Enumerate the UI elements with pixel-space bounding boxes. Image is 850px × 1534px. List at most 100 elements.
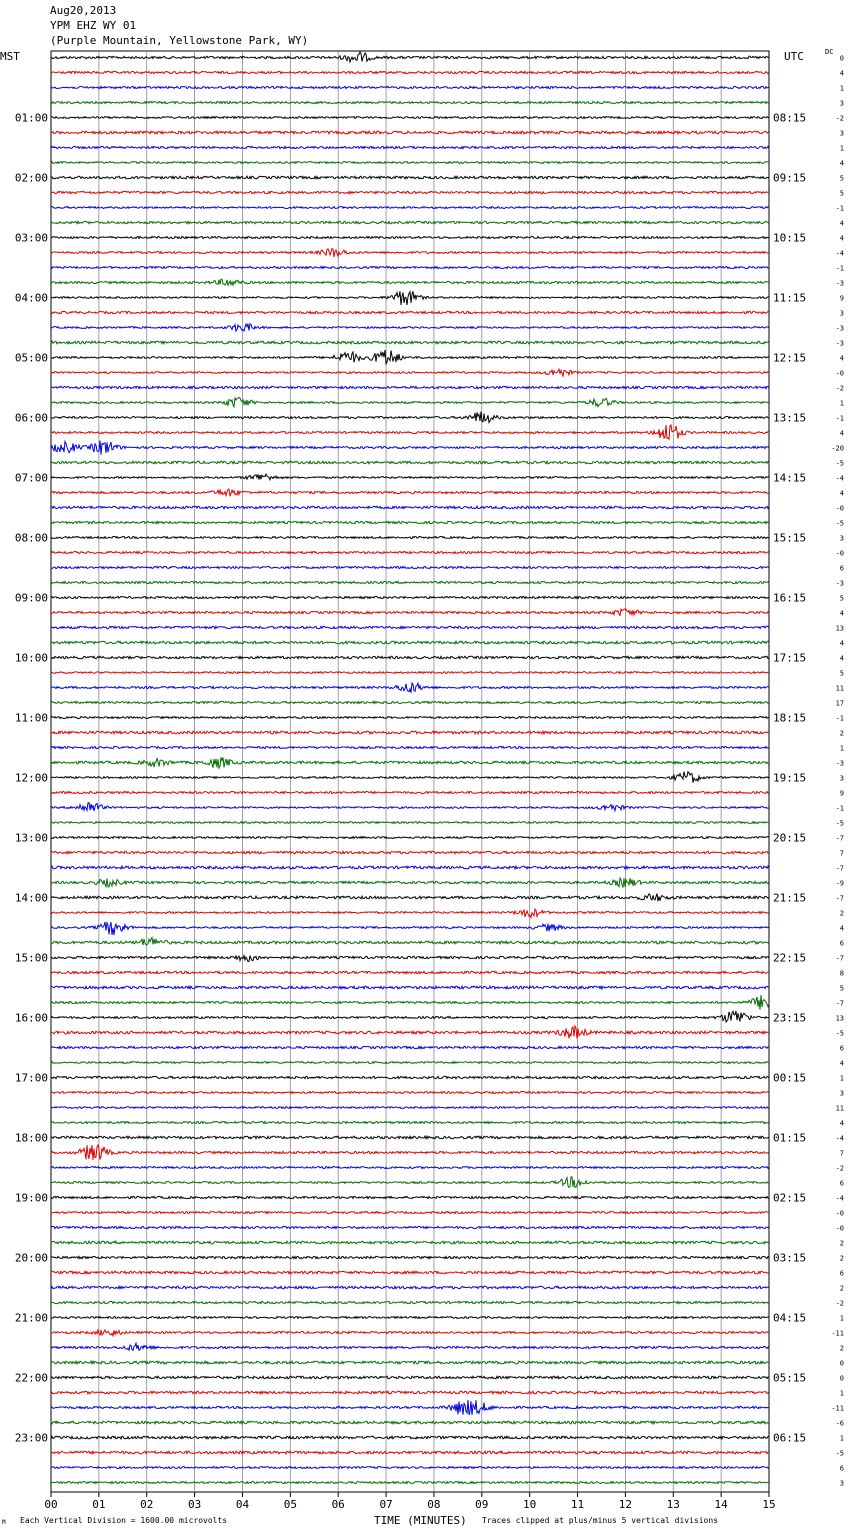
seismic-trace (50, 1143, 770, 1161)
seismic-trace (50, 70, 770, 75)
seismic-trace (50, 349, 770, 366)
seismic-trace (50, 1449, 770, 1456)
left-hour-label: 09:00 (15, 592, 48, 605)
seismic-trace (50, 790, 770, 795)
dc-offset-label: 6 (840, 1270, 844, 1278)
dc-offset-label: 1 (840, 1435, 844, 1443)
dc-offset-label: 2 (840, 730, 844, 738)
x-tick-label: 09 (475, 1498, 488, 1511)
left-hour-label: 08:00 (15, 532, 48, 545)
dc-offset-label: 3 (840, 1480, 844, 1488)
dc-offset-label: -3 (836, 340, 844, 348)
dc-offset-label: 6 (840, 940, 844, 948)
seismic-trace (50, 864, 770, 871)
seismic-trace (50, 681, 770, 693)
seismic-trace (50, 595, 770, 600)
seismic-trace (50, 550, 770, 555)
seismic-trace (50, 247, 770, 259)
seismic-trace (50, 984, 770, 991)
seismic-trace (50, 1120, 770, 1125)
seismic-trace (50, 385, 770, 390)
seismic-trace (50, 670, 770, 675)
seismic-trace (51, 174, 770, 180)
dc-offset-label: -5 (836, 820, 844, 828)
dc-offset-label: 4 (840, 490, 844, 498)
dc-offset-label: 4 (840, 70, 844, 78)
seismic-trace (50, 801, 770, 813)
left-hour-label: 11:00 (15, 712, 48, 725)
right-hour-label: 04:15 (773, 1312, 806, 1325)
seismic-trace (50, 1328, 770, 1338)
dc-offset-label: 7 (840, 1150, 844, 1158)
header-location: (Purple Mountain, Yellowstone Park, WY) (50, 34, 309, 47)
dc-offset-label: -7 (836, 835, 844, 843)
left-hour-label: 04:00 (15, 292, 48, 305)
seismic-trace (50, 1465, 770, 1470)
x-tick-label: 06 (332, 1498, 345, 1511)
dc-offset-label: 4 (840, 355, 844, 363)
dc-offset-label: 0 (840, 1360, 844, 1368)
right-timezone-label: UTC (784, 50, 804, 63)
dc-offset-label: -20 (831, 445, 844, 453)
x-tick-label: 11 (571, 1498, 584, 1511)
dc-offset-label: 4 (840, 220, 844, 228)
dc-offset-label: 1 (840, 1075, 844, 1083)
dc-offset-label: 1 (840, 145, 844, 153)
right-hour-label: 16:15 (773, 592, 806, 605)
right-hour-label: 19:15 (773, 772, 806, 785)
left-hour-label: 16:00 (15, 1012, 48, 1025)
dc-offset-label: 5 (840, 670, 844, 678)
seismic-trace (50, 1210, 770, 1215)
seismic-trace (50, 607, 770, 617)
seismic-trace (50, 1024, 770, 1039)
dc-offset-label: 3 (840, 1090, 844, 1098)
seismic-trace (50, 1134, 770, 1141)
seismic-trace (50, 50, 770, 64)
dc-offset-label: 13 (836, 625, 844, 633)
right-hour-label: 15:15 (773, 532, 806, 545)
dc-offset-label: -2 (836, 1165, 844, 1173)
right-hour-label: 09:15 (773, 172, 806, 185)
dc-offset-label: -0 (836, 1210, 844, 1218)
left-hour-label: 20:00 (15, 1252, 48, 1265)
seismic-trace (50, 235, 770, 240)
dc-offset-label: -0 (836, 505, 844, 513)
dc-offset-label: -2 (836, 385, 844, 393)
seismic-trace (50, 160, 770, 165)
seismic-trace (50, 850, 770, 855)
dc-offset-label: 3 (840, 535, 844, 543)
seismic-trace (50, 921, 770, 936)
left-hour-label: 12:00 (15, 772, 48, 785)
right-hour-label: 21:15 (773, 892, 806, 905)
seismic-trace (50, 339, 770, 346)
right-hour-label: 11:15 (773, 292, 806, 305)
clip-note: Traces clipped at plus/minus 5 vertical … (482, 1516, 719, 1525)
dc-offset-label: 2 (840, 1240, 844, 1248)
dc-offset-label: 6 (840, 565, 844, 573)
seismic-trace (50, 85, 770, 90)
dc-offset-label: -1 (836, 805, 844, 813)
dc-offset-label: 0 (840, 55, 844, 63)
dc-offset-label: 3 (840, 775, 844, 783)
x-tick-label: 00 (44, 1498, 57, 1511)
left-hour-label: 14:00 (15, 892, 48, 905)
dc-offset-label: 1 (840, 1315, 844, 1323)
x-tick-label: 03 (188, 1498, 201, 1511)
x-tick-label: 05 (284, 1498, 297, 1511)
dc-offset-label: 4 (840, 640, 844, 648)
dc-offset-label: 1 (840, 85, 844, 93)
dc-offset-label: -3 (836, 580, 844, 588)
dc-offset-label: -0 (836, 370, 844, 378)
seismic-trace (50, 835, 770, 840)
dc-offset-label: 4 (840, 1120, 844, 1128)
x-tick-label: 13 (667, 1498, 680, 1511)
seismic-trace (50, 129, 770, 136)
dc-offset-label: 3 (840, 130, 844, 138)
left-hour-label: 06:00 (15, 412, 48, 425)
seismic-trace (50, 190, 770, 195)
x-tick-label: 04 (236, 1498, 250, 1511)
seismic-trace (50, 820, 769, 825)
dc-offset-label: 2 (840, 910, 844, 918)
dc-offset-label: -1 (836, 715, 844, 723)
